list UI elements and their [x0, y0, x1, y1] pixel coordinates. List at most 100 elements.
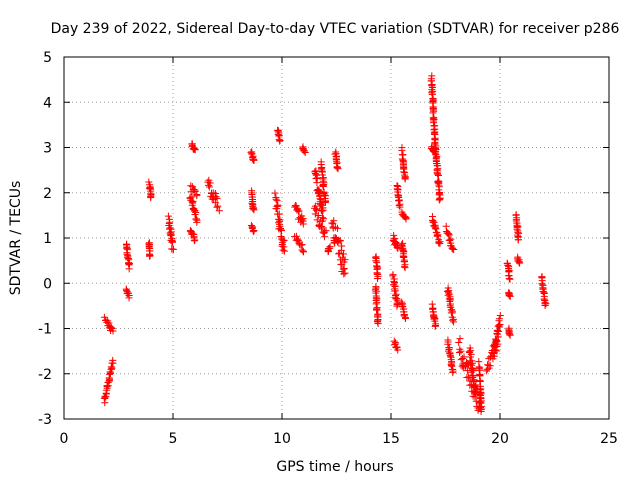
x-tick-label: 0	[60, 431, 69, 447]
data-point	[374, 264, 382, 272]
data-point	[249, 228, 257, 236]
data-point	[105, 319, 113, 327]
data-point	[280, 247, 288, 255]
data-point	[299, 220, 307, 228]
data-point	[109, 356, 117, 364]
data-point	[429, 147, 437, 155]
data-point	[338, 242, 346, 250]
data-point	[436, 195, 444, 203]
data-point	[190, 237, 198, 245]
data-point	[463, 367, 471, 375]
data-point	[318, 167, 326, 175]
data-point	[467, 353, 475, 361]
data-point	[301, 148, 309, 156]
data-point	[515, 259, 523, 267]
data-point	[402, 215, 410, 223]
data-point	[249, 204, 257, 212]
data-point	[477, 407, 485, 415]
x-tick-label: 20	[491, 431, 509, 447]
data-point	[212, 189, 220, 197]
data-point	[431, 138, 439, 146]
data-point	[456, 335, 464, 343]
x-tick-label: 15	[382, 431, 400, 447]
data-point	[325, 244, 333, 252]
data-point	[311, 202, 319, 210]
data-point	[445, 344, 453, 352]
y-tick-label: 3	[43, 141, 52, 157]
data-point	[476, 376, 484, 384]
data-point	[447, 235, 455, 243]
data-point	[444, 230, 452, 238]
y-tick-label: 1	[43, 231, 52, 247]
data-point	[541, 301, 549, 309]
data-point	[506, 292, 514, 300]
data-point	[169, 245, 177, 253]
data-point	[400, 165, 408, 173]
data-points	[100, 72, 550, 415]
data-point	[125, 291, 133, 299]
data-point	[193, 192, 201, 200]
y-axis-title: SDTVAR / TECUs	[8, 181, 24, 296]
data-point	[431, 322, 439, 330]
data-point	[317, 196, 325, 204]
data-point	[319, 206, 327, 214]
data-point	[538, 280, 546, 288]
data-point	[401, 174, 409, 182]
data-point	[275, 219, 283, 227]
data-point	[374, 318, 382, 326]
x-tick-label: 25	[600, 431, 618, 447]
data-point	[169, 238, 177, 246]
data-point	[336, 237, 344, 245]
data-point	[513, 224, 521, 232]
data-point	[191, 188, 199, 196]
data-point	[455, 338, 463, 346]
data-point	[321, 199, 329, 207]
data-point	[213, 195, 221, 203]
data-point	[247, 148, 255, 156]
data-point	[274, 126, 282, 134]
data-point	[429, 119, 437, 127]
data-point	[109, 327, 117, 335]
data-point	[390, 279, 398, 287]
data-point	[486, 362, 494, 370]
data-point	[428, 90, 436, 98]
data-point	[319, 217, 327, 225]
data-point	[434, 170, 442, 178]
y-tick-label: 5	[43, 50, 52, 66]
data-point	[514, 236, 522, 244]
data-point	[146, 252, 154, 260]
data-point	[191, 146, 199, 154]
data-point	[321, 233, 329, 241]
data-point	[100, 313, 108, 321]
data-point	[317, 200, 325, 208]
data-point	[107, 323, 115, 331]
data-point	[322, 227, 330, 235]
data-point	[444, 340, 452, 348]
data-point	[542, 300, 550, 308]
x-axis-title: GPS time / hours	[276, 459, 393, 475]
data-point	[147, 193, 155, 201]
y-tick-label: -2	[38, 367, 52, 383]
data-point	[275, 210, 283, 218]
data-point	[125, 265, 133, 273]
data-point	[298, 241, 306, 249]
data-point	[293, 235, 301, 243]
data-point	[330, 217, 338, 225]
data-point	[430, 107, 438, 115]
data-point	[320, 191, 328, 199]
data-point	[277, 232, 285, 240]
data-point	[539, 288, 547, 296]
y-tick-label: 4	[43, 95, 52, 111]
data-point	[250, 156, 258, 164]
data-point	[164, 212, 172, 220]
data-point	[250, 227, 258, 235]
data-point	[449, 365, 457, 373]
data-point	[450, 318, 458, 326]
data-point	[450, 245, 458, 253]
data-point	[280, 243, 288, 251]
data-point	[313, 205, 321, 213]
data-point	[496, 320, 504, 328]
data-point	[326, 243, 334, 251]
data-point	[276, 216, 284, 224]
